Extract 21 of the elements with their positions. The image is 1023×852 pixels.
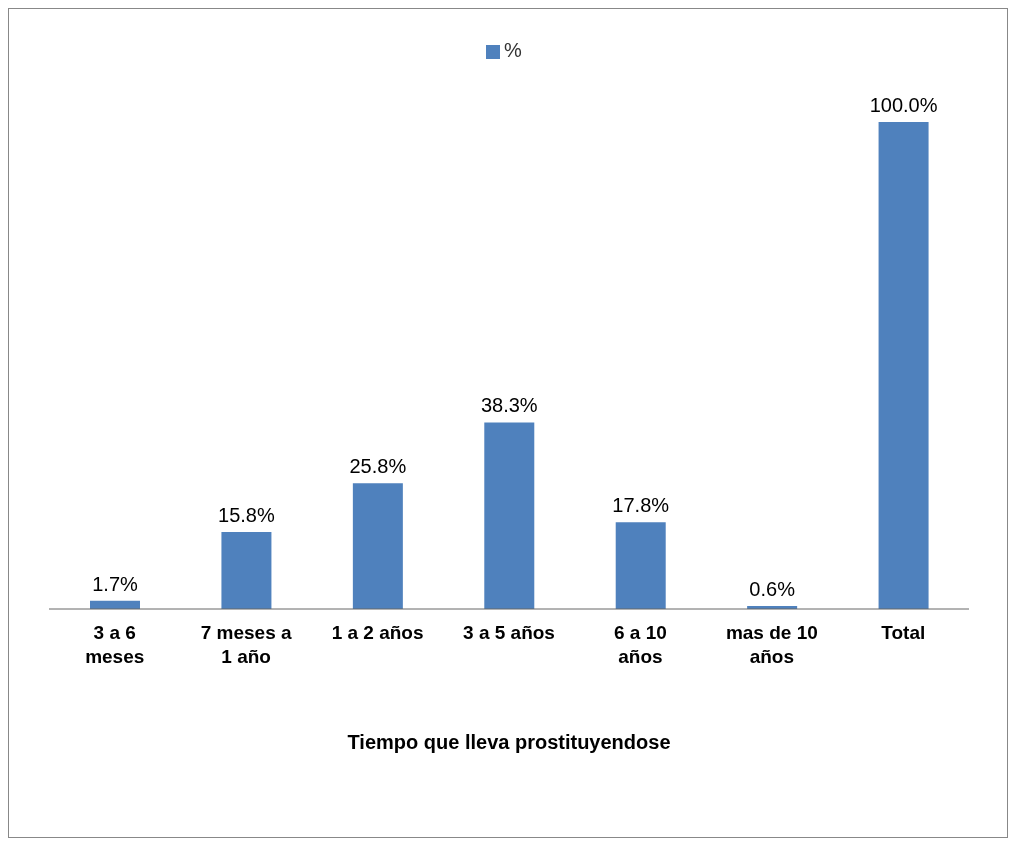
- x-tick-label: 7 meses a 1 año: [200, 622, 292, 667]
- data-label: 0.6%: [749, 578, 796, 601]
- x-tick-label: 3 a 6 meses: [85, 622, 145, 667]
- x-tick-label: 1 a 2 años: [331, 622, 424, 643]
- bar: [352, 483, 403, 609]
- data-label: 25.8%: [349, 455, 407, 478]
- x-tick-label: 3 a 5 años: [463, 622, 555, 643]
- bar: [878, 122, 929, 609]
- data-label: 15.8%: [218, 504, 275, 527]
- x-tick-label: Total: [881, 622, 926, 643]
- data-label: 38.3%: [480, 394, 538, 417]
- x-axis-title: Tiempo que lleva prostituyendose: [347, 731, 671, 753]
- x-tick-label: mas de 10 años: [725, 622, 818, 667]
- data-label: 1.7%: [92, 572, 139, 595]
- x-tick-label: 6 a 10 años: [614, 622, 667, 667]
- bar: [221, 532, 272, 609]
- bar: [484, 422, 535, 609]
- bar: [615, 522, 666, 609]
- data-label: 100.0%: [869, 94, 938, 116]
- data-label: 17.8%: [612, 494, 670, 517]
- legend-label: %: [504, 39, 522, 61]
